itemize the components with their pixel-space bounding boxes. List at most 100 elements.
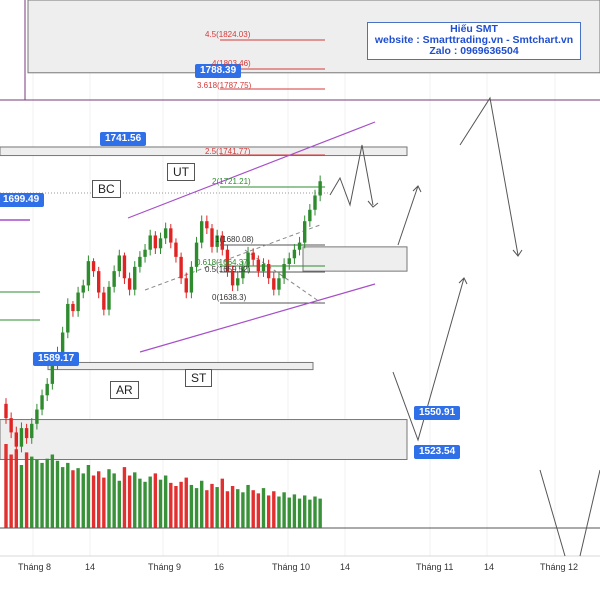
candle-body — [210, 228, 214, 247]
candle-body — [179, 256, 183, 279]
volume-bar — [205, 490, 209, 528]
candle-body — [205, 221, 209, 229]
channel-lower — [139, 283, 376, 353]
x-tick-thang-9: Tháng 9 — [148, 562, 182, 572]
candle-body — [308, 209, 312, 222]
candle-body — [81, 285, 85, 293]
wyckoff-label-st: ST — [185, 369, 213, 387]
volume-bar — [40, 462, 44, 528]
x-tick-14-aug: 14 — [85, 562, 96, 572]
candle-body — [241, 266, 245, 279]
volume-bar — [220, 478, 224, 528]
candle-body — [163, 228, 168, 239]
projection-path-5 — [579, 469, 600, 557]
candle-body — [174, 242, 178, 257]
volume-bar — [241, 492, 245, 528]
projection-path-2 — [392, 277, 465, 442]
volume-bar — [174, 486, 178, 528]
volume-bar — [76, 468, 80, 528]
candle-body — [97, 271, 101, 293]
candle-body — [112, 271, 116, 287]
candle-body — [60, 332, 65, 353]
x-tick-thang-10: Tháng 10 — [272, 562, 311, 572]
candle-body — [45, 383, 49, 396]
volume-bar — [277, 496, 281, 528]
candle-body — [107, 286, 111, 310]
volume-bar — [158, 479, 163, 528]
volume-bar — [292, 494, 297, 528]
volume-bar — [127, 475, 132, 528]
candle-body — [266, 264, 271, 279]
wyckoff-label-ut: UT — [167, 163, 195, 181]
wyckoff-label-bc: BC — [92, 180, 121, 198]
volume-bar — [102, 477, 106, 528]
projection-arrow-0 — [367, 200, 379, 208]
volume-bar — [60, 467, 65, 528]
x-tick-thang-8: Tháng 8 — [18, 562, 52, 572]
candle-body — [40, 395, 44, 410]
price-tag-1589: 1589.17 — [33, 352, 80, 366]
projection-path-4 — [539, 469, 566, 557]
price-tag-1699: 1699.49 — [0, 193, 45, 207]
volume-bar — [66, 462, 70, 528]
volume-bar — [246, 484, 250, 528]
candle-body — [35, 409, 39, 424]
candle-body — [236, 278, 240, 286]
candle-body — [4, 403, 8, 419]
volume-bar — [200, 480, 204, 528]
candle-body — [225, 249, 230, 272]
candle-body — [272, 278, 276, 290]
volume-bar — [297, 498, 302, 528]
volume-bar — [251, 490, 255, 528]
volume-bar — [256, 493, 261, 528]
candle-body — [50, 363, 55, 384]
volume-bar — [236, 489, 240, 528]
volume-bar — [318, 498, 322, 528]
price-tag-1523: 1523.54 — [414, 445, 461, 459]
volume-bar — [122, 467, 127, 528]
candle-body — [194, 242, 199, 267]
candle-body — [9, 418, 13, 433]
candle-body — [189, 266, 194, 293]
projection-arrow-2 — [458, 277, 468, 285]
fib-level-0: 0(1638.3) — [212, 293, 247, 302]
author-info-box: Hiếu SMT website : Smarttrading.vn - Smt… — [367, 22, 581, 60]
projection-path-0 — [329, 144, 374, 207]
x-tick-16-sep: 16 — [214, 562, 225, 572]
volume-bar — [308, 499, 312, 528]
volume-bar — [189, 484, 194, 528]
x-tick-thang-11: Tháng 11 — [416, 562, 454, 572]
candle-body — [256, 259, 261, 272]
volume-bar — [153, 473, 158, 528]
price-tag-1550: 1550.91 — [414, 406, 461, 420]
candle-body — [133, 266, 137, 290]
projection-path-1 — [397, 185, 419, 246]
volume-bar — [55, 460, 60, 528]
volume-bar — [148, 476, 152, 528]
volume-bar — [287, 497, 291, 528]
candle-body — [102, 292, 106, 310]
price-tag-1788: 1788.39 — [195, 64, 242, 78]
candle-body — [277, 278, 281, 290]
projection-arrow-1 — [412, 185, 422, 193]
candle-body — [313, 195, 317, 210]
zone-1 — [0, 146, 408, 157]
volume-bar — [230, 486, 235, 528]
candle-body — [148, 235, 152, 250]
candle-body — [14, 432, 18, 447]
candle-body — [91, 261, 96, 272]
candle-body — [71, 303, 75, 312]
volume-bar — [272, 491, 276, 528]
projection-arrow-3 — [512, 249, 523, 257]
volume-bar — [107, 469, 111, 528]
candle-body — [261, 264, 266, 272]
price-tag-1741: 1741.56 — [100, 132, 147, 146]
volume-bar — [210, 483, 214, 528]
volume-bar — [282, 492, 286, 528]
volume-bar — [14, 449, 18, 528]
volume-bar — [143, 481, 147, 528]
volume-bar — [138, 478, 142, 528]
channel-upper — [127, 121, 376, 219]
candle-body — [303, 221, 307, 243]
candle-body — [251, 252, 255, 260]
